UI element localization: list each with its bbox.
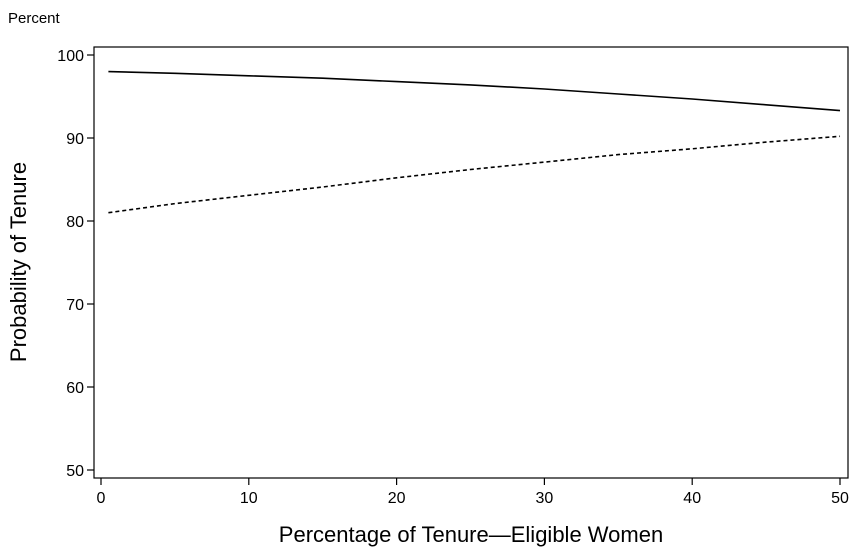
- y-tick-label: 60: [66, 380, 84, 397]
- x-tick-label: 10: [240, 490, 258, 507]
- y-axis-ticks: 50 60 70 80 90 100: [57, 48, 94, 480]
- x-tick-label: 40: [683, 490, 701, 507]
- x-tick-label: 0: [97, 490, 106, 507]
- plot-area-frame: [93, 46, 849, 479]
- series-layer: [108, 70, 841, 214]
- x-tick-label: 30: [536, 490, 554, 507]
- solid-series-line: [108, 70, 841, 112]
- y-tick-label: 50: [66, 463, 84, 480]
- x-axis-title: Percentage of Tenure—Eligible Women: [279, 522, 663, 547]
- dashed-series-line: [108, 135, 841, 214]
- x-tick-label: 20: [388, 490, 406, 507]
- x-axis-ticks: 0 10 20 30 40 50: [97, 478, 849, 507]
- y-axis-title: Probability of Tenure: [6, 162, 31, 362]
- y-tick-label: 90: [66, 131, 84, 148]
- y-tick-label: 100: [57, 48, 84, 65]
- y-tick-label: 80: [66, 214, 84, 231]
- y-tick-label: 70: [66, 297, 84, 314]
- unit-label: Percent: [8, 10, 61, 27]
- x-tick-label: 50: [831, 490, 849, 507]
